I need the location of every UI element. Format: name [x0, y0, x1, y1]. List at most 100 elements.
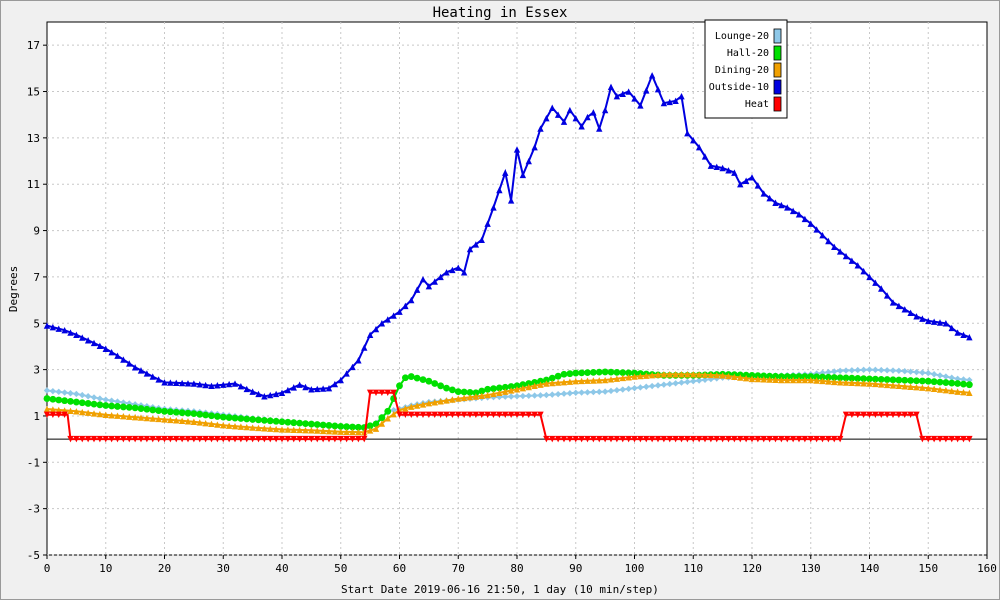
- dining-20-point: [778, 376, 785, 384]
- hall-20-point: [443, 384, 450, 392]
- dining-20-point: [278, 426, 286, 433]
- heat-point: [519, 411, 527, 418]
- lounge-20-point: [513, 393, 521, 400]
- lounge-20-point: [695, 377, 703, 384]
- dining-20-point: [184, 418, 192, 425]
- dining-20-point: [202, 419, 209, 427]
- lounge-20-point: [825, 368, 832, 376]
- dining-20-point: [296, 426, 303, 434]
- x-tick-label: 0: [44, 562, 51, 575]
- dining-20-point: [237, 423, 245, 430]
- heat-point: [413, 411, 421, 418]
- hall-20-point: [296, 419, 304, 427]
- heat-point: [314, 435, 321, 443]
- dining-20-point: [190, 418, 198, 425]
- heat-point: [208, 435, 215, 443]
- dining-20-point: [126, 413, 133, 420]
- hall-20-point: [131, 404, 139, 412]
- lounge-20-point: [543, 391, 550, 399]
- outside-10-point: [913, 313, 920, 320]
- dining-20-point: [161, 416, 168, 423]
- outside-10-point: [801, 215, 809, 223]
- heat-point: [731, 435, 738, 443]
- heat-point: [319, 435, 327, 443]
- dining-20-point: [754, 375, 762, 383]
- series-layer: [43, 72, 973, 443]
- heat-point: [554, 435, 562, 443]
- dining-20-point: [631, 373, 638, 380]
- outside-10-point: [102, 345, 109, 352]
- dining-20-point: [443, 397, 450, 404]
- lounge-20-point: [537, 392, 544, 399]
- heat-point: [690, 435, 697, 443]
- dining-20-point: [43, 405, 51, 413]
- outside-10-point: [196, 381, 203, 388]
- outside-10-point: [249, 388, 256, 395]
- outside-10-point: [378, 320, 386, 327]
- outside-10-point: [854, 262, 861, 269]
- dining-20-point: [719, 372, 726, 379]
- heat-point: [184, 435, 192, 443]
- series-heat: [43, 389, 973, 443]
- hall-20-point: [249, 416, 257, 423]
- hall-20-point: [484, 385, 492, 393]
- dining-20-point: [889, 382, 897, 389]
- outside-10-point: [413, 286, 421, 293]
- y-axis-label: Degrees: [7, 266, 20, 312]
- heat-point: [737, 435, 744, 443]
- y-tick-label: 17: [27, 39, 40, 52]
- lounge-20-point: [114, 398, 121, 405]
- heat-point: [325, 435, 333, 443]
- dining-20-point: [513, 386, 521, 393]
- heat-point: [131, 435, 139, 443]
- dining-20-point: [707, 371, 715, 379]
- hall-20-point: [396, 382, 403, 390]
- outside-10-point: [431, 278, 438, 285]
- dining-20-point: [760, 376, 767, 383]
- hall-20-point: [196, 410, 204, 418]
- dining-20-point: [431, 399, 438, 406]
- dining-20-point: [919, 384, 926, 391]
- outside-10-point: [513, 146, 521, 153]
- outside-10-point: [73, 331, 80, 339]
- hall-20-point: [537, 377, 544, 385]
- dining-20-point: [490, 390, 497, 398]
- x-tick-label: 130: [801, 562, 821, 575]
- outside-10-point: [713, 163, 720, 171]
- heat-point: [942, 435, 950, 443]
- outside-10-point: [231, 380, 239, 387]
- heat-point: [607, 435, 615, 443]
- outside-10-point: [67, 329, 74, 336]
- outside-10-point: [96, 342, 104, 350]
- heat-point: [901, 411, 908, 418]
- outside-10-point: [384, 316, 391, 323]
- outside-10-point: [220, 381, 227, 388]
- dining-20-point: [302, 426, 309, 434]
- outside-10-point: [507, 197, 515, 204]
- heat-point: [543, 435, 550, 443]
- outside-10-point: [243, 385, 250, 393]
- legend-swatch-dining-20: [773, 62, 782, 78]
- hall-20-point: [783, 373, 791, 380]
- outside-10-point: [325, 384, 333, 392]
- heat-point: [960, 435, 967, 443]
- dining-20-point: [643, 372, 650, 379]
- heat-point: [825, 435, 832, 443]
- dining-20-point: [607, 376, 615, 383]
- heat-point: [631, 435, 638, 443]
- outside-10-point: [190, 380, 198, 387]
- outside-10-point: [725, 167, 732, 174]
- dining-20-point: [319, 427, 327, 435]
- lounge-20-point: [613, 387, 621, 394]
- heat-point: [108, 435, 115, 443]
- hall-20-point: [448, 386, 456, 394]
- heat-point: [361, 435, 368, 443]
- dining-20-point: [690, 371, 697, 378]
- outside-10-point: [290, 384, 297, 391]
- heat-point: [349, 435, 356, 443]
- y-tick-label: -5: [27, 549, 40, 562]
- lounge-20-point: [960, 376, 967, 383]
- heat-point: [684, 435, 691, 443]
- heat-point: [643, 435, 650, 443]
- heat-point: [261, 435, 268, 443]
